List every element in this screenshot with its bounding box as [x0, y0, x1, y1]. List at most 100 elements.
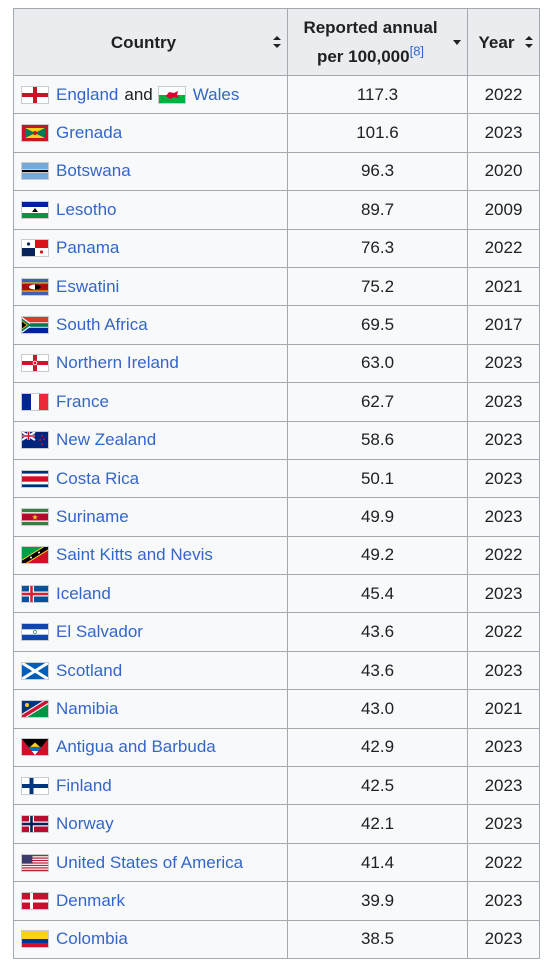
table-row: Eswatini 75.2 2021 [13, 266, 540, 307]
country-column-header[interactable]: Country [13, 8, 288, 76]
country-link[interactable]: Eswatini [56, 276, 120, 296]
country-link[interactable]: Wales [192, 84, 240, 104]
rate-cell: 49.2 [287, 535, 468, 576]
country-link[interactable]: England [56, 84, 119, 104]
year-cell: 2023 [467, 343, 540, 384]
country-cell: Eswatini [13, 266, 288, 307]
country-link[interactable]: Norway [56, 814, 114, 834]
country-cell: United States of America [13, 842, 288, 883]
country-link[interactable]: Saint Kitts and Nevis [56, 545, 213, 565]
year-cell: 2020 [467, 151, 540, 192]
rate-cell: 101.6 [287, 113, 468, 153]
country-cell: France [13, 382, 288, 422]
country-link[interactable]: Panama [56, 238, 120, 258]
sort-icon[interactable] [525, 36, 533, 48]
rate-column-header[interactable]: Reported annual per 100,000[8] [287, 8, 468, 76]
country-link[interactable]: South Africa [56, 315, 148, 335]
country-cell: South Africa [13, 305, 288, 345]
rate-cell: 62.7 [287, 382, 468, 422]
namibia-flag-icon [22, 700, 48, 717]
country-cell: Lesotho [13, 190, 288, 230]
year-cell: 2023 [467, 650, 540, 691]
year-cell: 2023 [467, 881, 540, 921]
table-row: Botswana 96.3 2020 [13, 151, 540, 192]
table-row: Scotland 43.6 2023 [13, 650, 540, 691]
table-row: Costa Rica 50.1 2023 [13, 458, 540, 499]
country-link[interactable]: France [56, 391, 109, 411]
year-cell: 2023 [467, 574, 540, 614]
country-joiner-text: and [124, 84, 153, 104]
northern-ireland-flag-icon [22, 355, 48, 372]
year-cell: 2021 [467, 689, 540, 729]
country-link[interactable]: Iceland [56, 583, 111, 603]
table-row: Namibia 43.0 2021 [13, 689, 540, 729]
norway-flag-icon [22, 816, 48, 833]
country-cell: Grenada [13, 113, 288, 153]
sort-descending-icon[interactable] [453, 36, 461, 48]
iceland-flag-icon [22, 585, 48, 602]
table-row: Lesotho 89.7 2009 [13, 190, 540, 230]
rate-cell: 45.4 [287, 574, 468, 614]
table-row: South Africa 69.5 2017 [13, 305, 540, 345]
country-cell: England and Wales [13, 74, 288, 115]
country-cell: Iceland [13, 574, 288, 614]
saint-kitts-flag-icon [22, 547, 48, 564]
country-link[interactable]: Namibia [56, 698, 119, 718]
country-cell: Finland [13, 766, 288, 806]
botswana-flag-icon [22, 163, 48, 180]
country-link[interactable]: Lesotho [56, 199, 117, 219]
country-link[interactable]: Costa Rica [56, 468, 140, 488]
table-row: United States of America 41.4 2022 [13, 842, 540, 883]
france-flag-icon [22, 393, 48, 410]
england-flag-icon [22, 86, 48, 103]
rate-cell: 69.5 [287, 305, 468, 345]
country-link[interactable]: Botswana [56, 161, 131, 181]
country-link[interactable]: Denmark [56, 890, 125, 910]
rate-header-line1: Reported annual [303, 18, 438, 37]
eswatini-flag-icon [22, 278, 48, 295]
country-cell: Colombia [13, 919, 288, 959]
country-cell: Norway [13, 804, 288, 844]
country-link[interactable]: New Zealand [56, 430, 157, 450]
table-row: El Salvador 43.6 2022 [13, 612, 540, 652]
country-link[interactable]: Finland [56, 775, 112, 795]
year-cell: 2023 [467, 497, 540, 537]
country-link[interactable]: United States of America [56, 852, 244, 872]
rate-cell: 117.3 [287, 74, 468, 115]
rate-cell: 43.0 [287, 689, 468, 729]
country-cell: Suriname [13, 497, 288, 537]
costa-rica-flag-icon [22, 470, 48, 487]
year-cell: 2022 [467, 842, 540, 883]
reference-link[interactable]: [8] [409, 43, 425, 59]
rate-cell: 42.5 [287, 766, 468, 806]
table-row: Saint Kitts and Nevis 49.2 2022 [13, 535, 540, 576]
finland-flag-icon [22, 777, 48, 794]
rate-cell: 41.4 [287, 842, 468, 883]
country-link[interactable]: Colombia [56, 929, 128, 949]
rate-cell: 43.6 [287, 612, 468, 652]
year-cell: 2021 [467, 266, 540, 307]
rate-cell: 43.6 [287, 650, 468, 691]
country-cell: Saint Kitts and Nevis [13, 535, 288, 576]
country-link[interactable]: Northern Ireland [56, 353, 179, 373]
country-link[interactable]: Suriname [56, 506, 129, 526]
rate-cell: 58.6 [287, 420, 468, 460]
year-cell: 2023 [467, 382, 540, 422]
table-row: England and Wales 117.3 2022 [13, 74, 540, 115]
year-column-header[interactable]: Year [467, 8, 540, 76]
country-link[interactable]: Antigua and Barbuda [56, 737, 216, 757]
country-link[interactable]: Grenada [56, 123, 123, 143]
year-cell: 2023 [467, 919, 540, 959]
rate-cell: 39.9 [287, 881, 468, 921]
wales-flag-icon [158, 86, 185, 103]
country-link[interactable]: El Salvador [56, 622, 143, 642]
header-row: Country Reported annual per 100,000[8] Y… [13, 8, 540, 76]
country-link[interactable]: Scotland [56, 660, 123, 680]
sort-icon[interactable] [273, 36, 281, 48]
rate-header-line2: per 100,000 [316, 47, 410, 66]
year-cell: 2023 [467, 420, 540, 460]
country-header-label: Country [110, 32, 177, 52]
rate-cell: 76.3 [287, 228, 468, 268]
table-row: Northern Ireland 63.0 2023 [13, 343, 540, 384]
table-row: Iceland 45.4 2023 [13, 574, 540, 614]
